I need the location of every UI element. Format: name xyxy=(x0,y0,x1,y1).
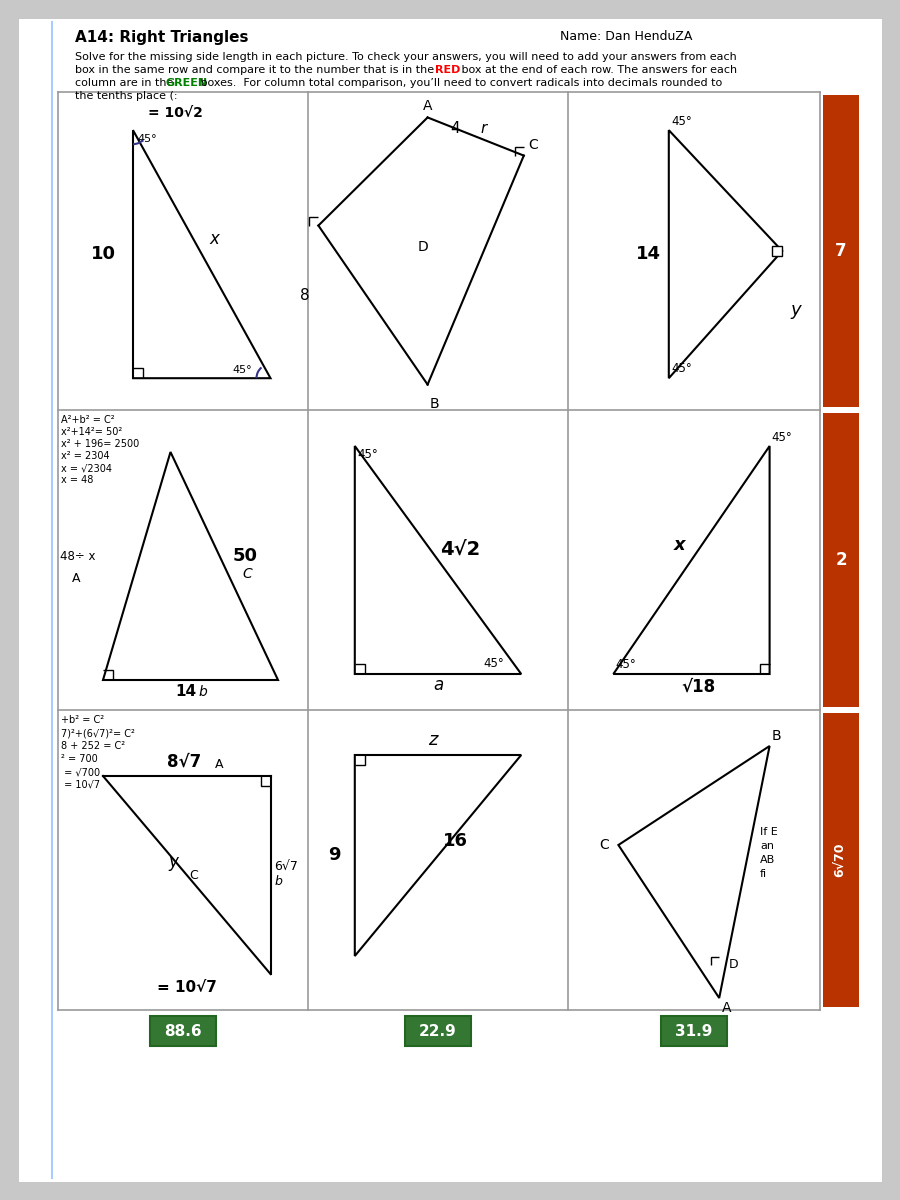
FancyBboxPatch shape xyxy=(823,95,859,407)
Text: = √700: = √700 xyxy=(61,767,100,778)
Text: 50: 50 xyxy=(232,547,257,565)
Polygon shape xyxy=(772,246,782,256)
Text: 88.6: 88.6 xyxy=(164,1024,202,1038)
FancyBboxPatch shape xyxy=(18,18,882,1182)
Text: Name: Dan HenduZA: Name: Dan HenduZA xyxy=(560,30,692,43)
Text: 14: 14 xyxy=(176,684,196,698)
Text: 7)²+(6√7)²= C²: 7)²+(6√7)²= C² xyxy=(61,728,135,738)
Text: a: a xyxy=(433,676,443,694)
Text: = 10√2: = 10√2 xyxy=(148,106,202,120)
Text: B: B xyxy=(429,396,439,410)
FancyBboxPatch shape xyxy=(405,1016,471,1046)
Text: AB: AB xyxy=(760,854,775,865)
Text: 45°: 45° xyxy=(771,431,792,444)
Text: x: x xyxy=(210,230,220,248)
Text: A: A xyxy=(722,1001,732,1015)
Text: GREEN: GREEN xyxy=(166,78,208,88)
Text: C: C xyxy=(189,869,197,882)
Text: y: y xyxy=(169,853,178,871)
Text: b: b xyxy=(199,685,207,698)
Text: 22.9: 22.9 xyxy=(419,1024,457,1038)
Text: A: A xyxy=(215,758,223,770)
Text: If E: If E xyxy=(760,827,778,838)
Text: the tenths place (:: the tenths place (: xyxy=(75,91,177,101)
Text: D: D xyxy=(729,959,739,972)
Text: C: C xyxy=(242,566,252,581)
Text: 8√7: 8√7 xyxy=(166,754,201,770)
Text: Solve for the missing side length in each picture. To check your answers, you wi: Solve for the missing side length in eac… xyxy=(75,52,737,62)
Text: x = 48: x = 48 xyxy=(61,475,94,485)
Text: = 10√7: = 10√7 xyxy=(157,980,217,995)
Text: = 10√7: = 10√7 xyxy=(61,780,100,790)
Text: A: A xyxy=(72,571,80,584)
FancyBboxPatch shape xyxy=(150,1016,216,1046)
Text: x² = 2304: x² = 2304 xyxy=(61,451,110,461)
Text: 9: 9 xyxy=(328,846,341,864)
Text: 45°: 45° xyxy=(671,362,693,376)
Text: C: C xyxy=(527,138,537,151)
Text: 6√7: 6√7 xyxy=(274,860,299,874)
Text: x: x xyxy=(673,536,685,554)
Text: 45°: 45° xyxy=(137,134,157,144)
Text: A14: Right Triangles: A14: Right Triangles xyxy=(75,30,248,44)
Text: 31.9: 31.9 xyxy=(675,1024,713,1038)
Text: 7: 7 xyxy=(835,242,847,260)
Text: 10: 10 xyxy=(91,245,115,263)
Text: 45°: 45° xyxy=(483,658,504,670)
Text: column are in the: column are in the xyxy=(75,78,177,88)
Text: box in the same row and compare it to the number that is in the: box in the same row and compare it to th… xyxy=(75,65,437,74)
Text: y: y xyxy=(790,300,801,318)
Text: B: B xyxy=(771,728,781,743)
FancyBboxPatch shape xyxy=(823,413,859,707)
Text: √18: √18 xyxy=(681,678,716,696)
Text: box at the end of each row. The answers for each: box at the end of each row. The answers … xyxy=(458,65,737,74)
Text: 8: 8 xyxy=(301,288,310,304)
Text: C: C xyxy=(599,838,609,852)
Text: b: b xyxy=(274,875,283,888)
Text: 4: 4 xyxy=(451,120,460,136)
Text: 45°: 45° xyxy=(616,658,636,671)
Text: x² + 196= 2500: x² + 196= 2500 xyxy=(61,439,140,449)
Text: an: an xyxy=(760,841,774,851)
Text: 6√70: 6√70 xyxy=(834,842,848,877)
Text: D: D xyxy=(418,240,428,254)
Text: 4√2: 4√2 xyxy=(440,540,481,559)
Text: 8 + 252 = C²: 8 + 252 = C² xyxy=(61,740,125,751)
Text: ² = 700: ² = 700 xyxy=(61,754,98,764)
Text: 48÷ x: 48÷ x xyxy=(60,550,95,563)
Text: A²+b² = C²: A²+b² = C² xyxy=(61,415,114,425)
Text: z: z xyxy=(428,731,437,749)
Text: 45°: 45° xyxy=(232,365,252,376)
Text: 45°: 45° xyxy=(671,115,693,128)
Text: r: r xyxy=(481,120,487,136)
Text: RED: RED xyxy=(435,65,461,74)
Text: 2: 2 xyxy=(835,551,847,569)
Text: A: A xyxy=(423,100,432,114)
Text: fi: fi xyxy=(760,869,767,878)
Text: 14: 14 xyxy=(636,245,662,263)
Text: 45°: 45° xyxy=(358,448,379,461)
Text: boxes.  For column total comparison, you’ll need to convert radicals into decima: boxes. For column total comparison, you’… xyxy=(197,78,722,88)
FancyBboxPatch shape xyxy=(661,1016,727,1046)
Text: x = √2304: x = √2304 xyxy=(61,463,112,473)
FancyBboxPatch shape xyxy=(823,713,859,1007)
Text: x²+14²= 50²: x²+14²= 50² xyxy=(61,427,122,437)
Text: +b² = C²: +b² = C² xyxy=(61,715,104,725)
Text: 16: 16 xyxy=(443,832,468,850)
